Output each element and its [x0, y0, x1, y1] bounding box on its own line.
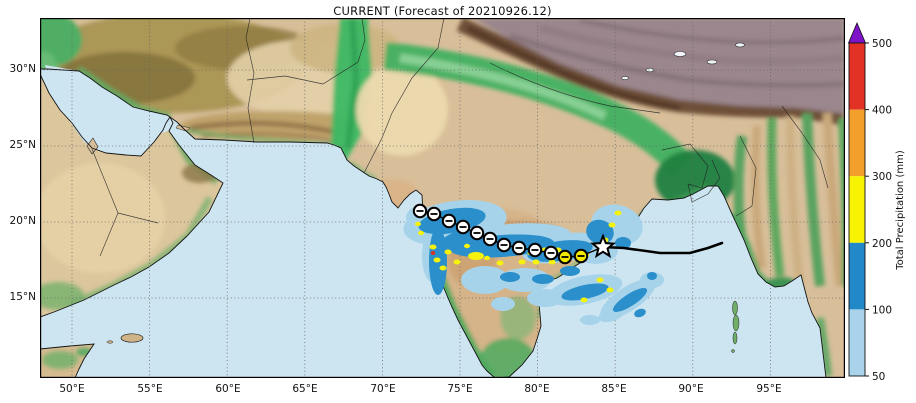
colorbar-tick-100: 100 [872, 304, 892, 316]
persian-gulf [45, 65, 176, 148]
storm-track [412, 203, 724, 265]
colorbar-seg-200-300 [849, 176, 865, 243]
colorbar: 500 400 300 200 100 50 Total Precipitati… [847, 21, 906, 383]
graticule [40, 18, 845, 378]
lon-tick-55e: 55°E [137, 383, 163, 395]
lat-tick-20n: 20°N [9, 215, 36, 227]
storm-track-incoming-line [601, 241, 724, 255]
lon-tick-95e: 95°E [756, 383, 782, 395]
tibet-lakes [621, 42, 745, 80]
map-frame [40, 18, 845, 378]
storm-current-position-star [589, 233, 617, 259]
lon-tick-80e: 80°E [524, 383, 550, 395]
colorbar-seg-400-500 [849, 43, 865, 110]
colorbar-tick-400: 400 [872, 105, 892, 117]
colorbar-outline [848, 42, 866, 377]
colorbar-seg-300-400 [849, 109, 865, 177]
lon-tick-65e: 65°E [292, 383, 318, 395]
forecast-map [40, 18, 845, 378]
colorbar-seg-100-200 [849, 242, 865, 310]
lon-tick-50e: 50°E [59, 383, 85, 395]
colorbar-tick-500: 500 [872, 38, 892, 50]
qatar-peninsula [86, 137, 99, 155]
storm-track-markers [412, 203, 589, 265]
lat-tick-15n: 15°N [9, 291, 36, 303]
islands [106, 300, 740, 353]
colorbar-axis-label: Total Precipitation (mm) [895, 150, 906, 271]
figure-title: CURRENT (Forecast of 20210926.12) [333, 4, 552, 18]
lon-tick-85e: 85°E [601, 383, 627, 395]
lon-tick-60e: 60°E [215, 383, 241, 395]
colorbar-tick-50: 50 [872, 371, 885, 383]
lon-tick-90e: 90°E [678, 383, 704, 395]
colorbar-ticks [865, 42, 869, 377]
lat-tick-25n: 25°N [9, 139, 36, 151]
colorbar-tick-300: 300 [872, 171, 892, 183]
colorbar-tick-200: 200 [872, 238, 892, 250]
precip-extreme-cell [430, 251, 436, 255]
colorbar-seg-50-100 [849, 309, 865, 376]
lon-tick-70e: 70°E [370, 383, 396, 395]
lon-tick-75e: 75°E [447, 383, 473, 395]
precip-heavy [415, 210, 622, 303]
andaman-islands [731, 300, 740, 353]
socotra-island [120, 333, 144, 343]
colorbar-over-arrow [847, 21, 867, 44]
lat-tick-30n: 30°N [9, 63, 36, 75]
